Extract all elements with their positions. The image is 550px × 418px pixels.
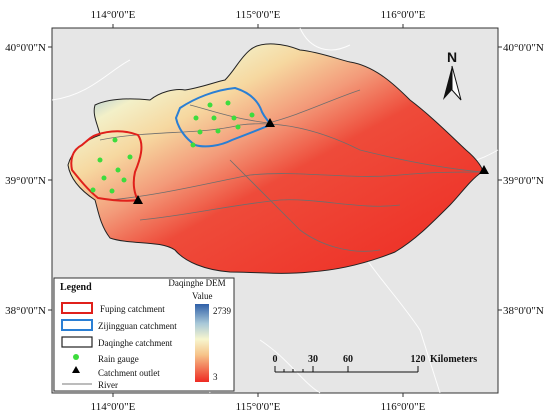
right-lat-label: 38°0'0"N [503, 305, 544, 317]
scale-tick: 30 [308, 354, 318, 365]
north-label: N [447, 49, 457, 65]
top-lon-label: 114°0'0"E [91, 9, 136, 21]
bottom-lon-label: 116°0'0"E [381, 401, 426, 413]
legend-red-box-icon [61, 302, 93, 314]
rain-gauge [101, 175, 107, 181]
rain-gauge [193, 115, 199, 121]
scale-bar: 0 30 60 120 Kilometers [273, 354, 477, 373]
rain-gauge [97, 157, 103, 163]
legend-title: Legend [60, 282, 92, 293]
rain-gauge [127, 154, 133, 160]
dem-title: Daqinghe DEM [168, 278, 225, 288]
left-lat-label: 38°0'0"N [5, 305, 46, 317]
dem-max-label: 2739 [213, 306, 232, 316]
rivers [99, 89, 483, 252]
bottom-lon-label: 115°0'0"E [236, 401, 281, 413]
rain-gauge [121, 177, 127, 183]
rain-gauge [249, 112, 255, 118]
north-arrow-icon: N [443, 49, 462, 101]
bottom-lon-label: 114°0'0"E [91, 401, 136, 413]
left-lat-label: 40°0'0"N [5, 42, 46, 54]
rain-gauge [211, 115, 217, 121]
rain-gauge [112, 137, 118, 143]
legend-item-label: River [98, 380, 118, 390]
dem-colorbar [195, 304, 209, 382]
rain-gauge [109, 188, 115, 194]
outlet-daqinghe [479, 165, 489, 174]
rain-gauge [231, 115, 237, 121]
rain-gauge [197, 129, 203, 135]
rain-gauge [215, 128, 221, 134]
top-lon-label: 116°0'0"E [381, 9, 426, 21]
dem-min-label: 3 [213, 372, 218, 382]
legend: Legend Fuping catchment Zijingguan catch… [53, 277, 235, 392]
scale-tick: 60 [343, 354, 353, 365]
legend-blue-box-icon [61, 319, 93, 331]
right-lat-label: 39°0'0"N [503, 175, 544, 187]
fuping-catchment [70, 130, 143, 202]
legend-item-label: Fuping catchment [100, 304, 165, 314]
rain-gauge [225, 100, 231, 106]
legend-black-triangle-icon [72, 366, 80, 373]
scale-tick: 0 [273, 354, 278, 365]
legend-item-label: Daqinghe catchment [98, 338, 173, 348]
rain-gauge [207, 102, 213, 108]
frame-ticks [48, 24, 502, 397]
rain-gauge [190, 142, 196, 148]
outlet-zijingguan [265, 118, 275, 127]
legend-item-label: Catchment outlet [98, 368, 160, 378]
rain-gauge [115, 167, 121, 173]
catchment-outlets [133, 118, 489, 204]
outlet-fuping [133, 195, 143, 204]
legend-item-label: Rain gauge [98, 354, 139, 364]
legend-black-box-icon [61, 336, 93, 348]
dem-subtitle: Value [192, 291, 213, 301]
legend-green-dot-icon [73, 354, 79, 360]
scale-tick: 120 [411, 354, 426, 365]
scale-unit: Kilometers [430, 354, 477, 365]
rain-gauge [90, 187, 96, 193]
rain-gauge [235, 124, 241, 130]
right-lat-label: 40°0'0"N [503, 42, 544, 54]
legend-item-label: Zijingguan catchment [98, 321, 177, 331]
left-lat-label: 39°0'0"N [5, 175, 46, 187]
rain-gauges [90, 100, 255, 194]
top-lon-label: 115°0'0"E [236, 9, 281, 21]
